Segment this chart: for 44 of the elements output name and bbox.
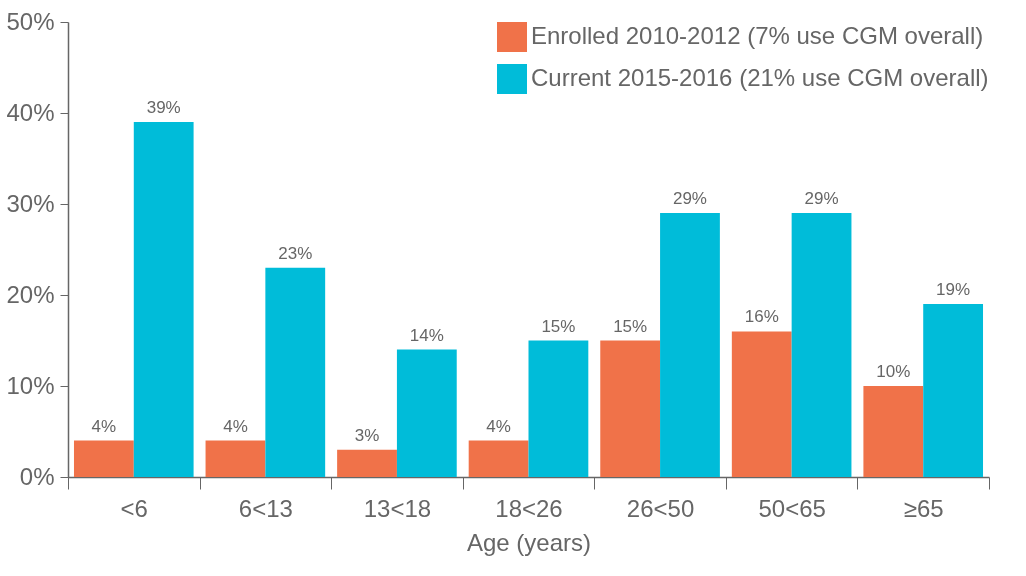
text: 4% — [223, 416, 248, 436]
bar — [923, 304, 984, 477]
text: 10% — [876, 362, 911, 381]
bar — [600, 340, 661, 477]
y-tick-label: 10% — [6, 371, 55, 399]
text: 29% — [672, 189, 707, 209]
x-tick-label: 18<26 — [495, 494, 563, 522]
text: 16% — [744, 307, 779, 327]
text: 19% — [936, 280, 971, 300]
y-tick-label: 30% — [6, 189, 55, 217]
y-tick-label: 50% — [6, 7, 55, 35]
text: 23% — [278, 243, 313, 263]
x-tick-label: 6<13 — [238, 494, 293, 522]
text: 29% — [804, 189, 839, 209]
x-tick-label: ≥65 — [903, 494, 944, 522]
bar — [468, 440, 529, 477]
bar — [396, 349, 457, 477]
bar — [265, 267, 326, 477]
x-tick-label: <6 — [120, 494, 148, 522]
bar — [205, 440, 266, 477]
bar — [133, 122, 194, 477]
y-tick-label: 0% — [19, 462, 55, 490]
text: 4% — [486, 416, 511, 436]
bar — [863, 386, 924, 477]
y-tick-label: 40% — [6, 98, 55, 126]
x-tick-label: 50<65 — [758, 494, 826, 522]
bar — [528, 340, 589, 477]
text: 15% — [613, 316, 648, 336]
bar — [337, 449, 397, 477]
bar — [731, 331, 792, 477]
x-tick-label: 26<50 — [626, 494, 695, 522]
bar — [73, 440, 134, 477]
text: 3% — [354, 425, 380, 445]
x-axis-title: Age (years) — [466, 528, 592, 556]
text: 4% — [91, 416, 117, 436]
bar — [791, 213, 852, 477]
text: 14% — [409, 325, 444, 345]
text: 39% — [146, 98, 181, 118]
legend-label: Current 2015-2016 (21% use CGM overall) — [531, 64, 989, 91]
x-tick-label: 13<18 — [363, 494, 432, 522]
text: 15% — [541, 316, 576, 336]
legend-label: Enrolled 2010-2012 (7% use CGM overall) — [531, 22, 984, 49]
bar — [660, 213, 720, 477]
y-tick-label: 20% — [6, 280, 55, 308]
